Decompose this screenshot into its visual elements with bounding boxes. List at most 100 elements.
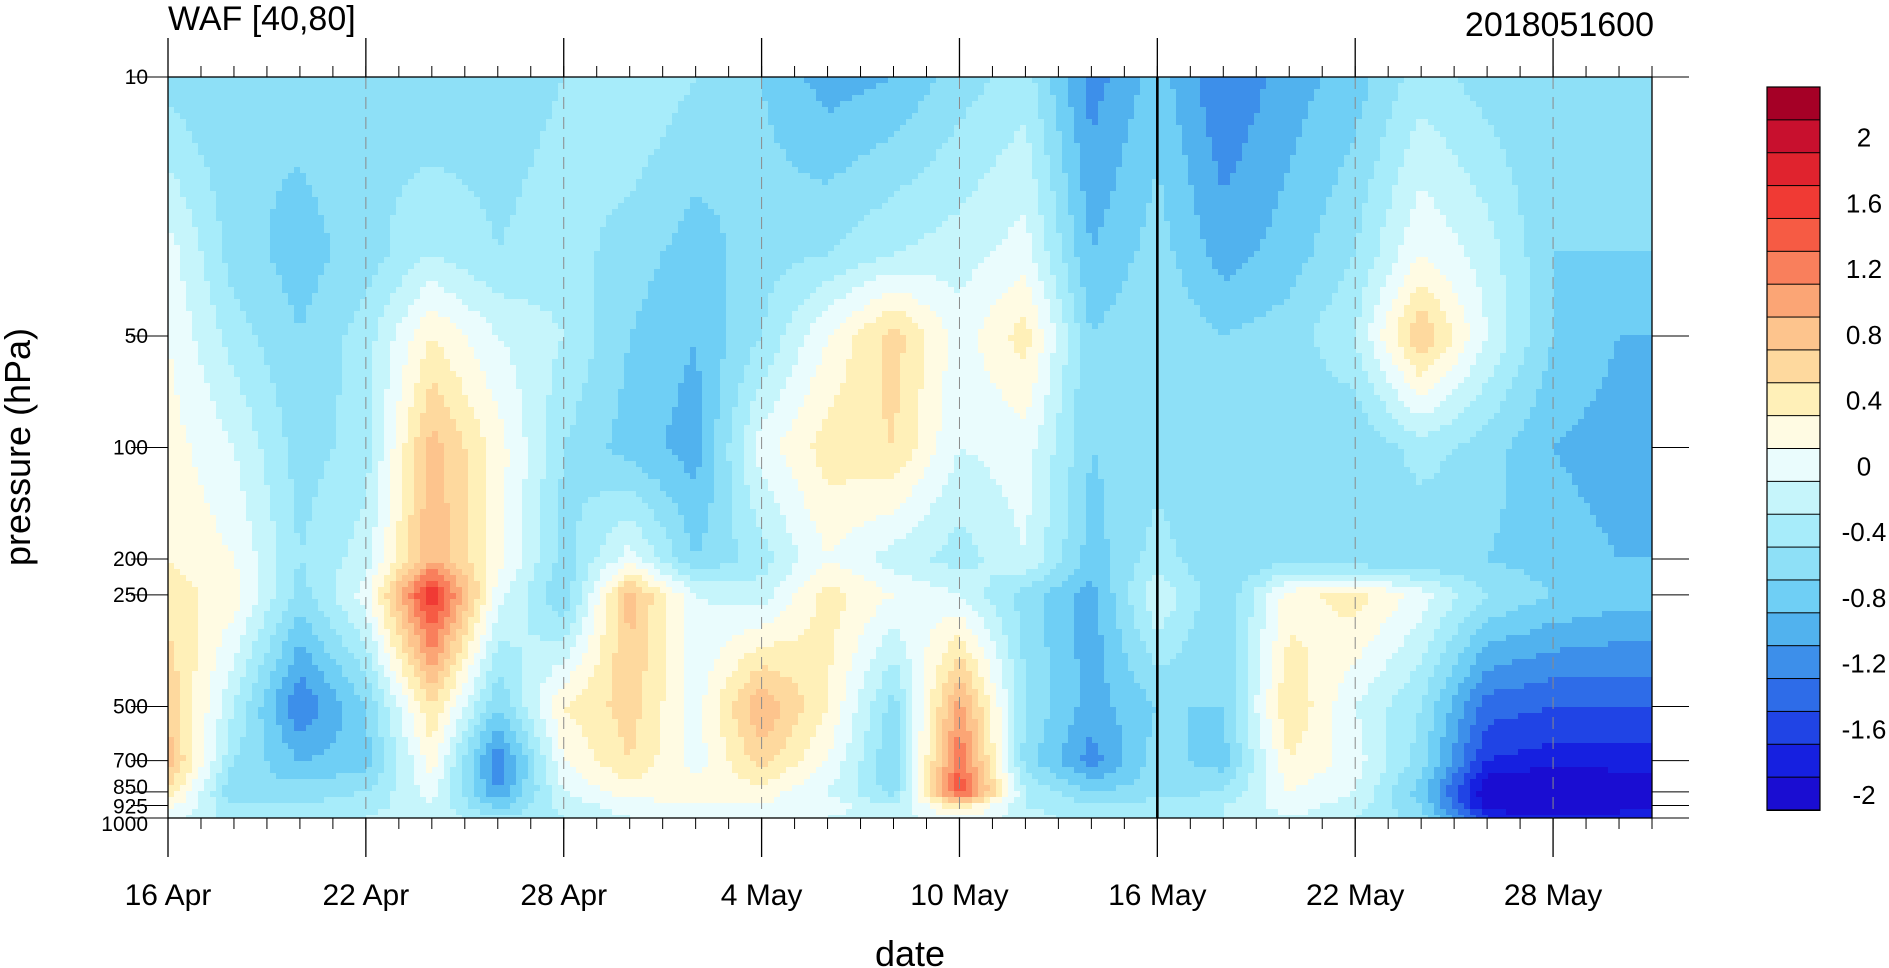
contour-cell: [1032, 149, 1039, 156]
contour-cell: [1272, 143, 1279, 150]
contour-cell: [168, 119, 175, 126]
contour-cell: [642, 173, 649, 180]
contour-cell: [252, 95, 259, 102]
contour-cell: [570, 113, 577, 120]
contour-cell: [1590, 191, 1597, 198]
contour-cell: [990, 143, 997, 150]
contour-cell: [1482, 125, 1489, 132]
contour-cell: [408, 83, 415, 90]
contour-cell: [966, 167, 973, 174]
contour-cell: [924, 149, 931, 156]
contour-cell: [810, 191, 817, 198]
contour-cell: [456, 143, 463, 150]
contour-cell: [1050, 179, 1057, 186]
contour-cell: [1548, 89, 1555, 96]
contour-cell: [984, 101, 991, 108]
contour-cell: [522, 119, 529, 126]
contour-cell: [912, 173, 919, 180]
contour-cell: [564, 125, 571, 132]
contour-cell: [462, 77, 469, 84]
contour-cell: [1578, 149, 1585, 156]
contour-cell: [282, 191, 289, 198]
contour-cell: [744, 119, 751, 126]
contour-cell: [378, 137, 385, 144]
contour-cell: [702, 191, 709, 198]
contour-cell: [1422, 167, 1429, 174]
contour-cell: [258, 83, 265, 90]
contour-cell: [180, 167, 187, 174]
contour-cell: [378, 161, 385, 168]
contour-cell: [396, 173, 403, 180]
contour-cell: [774, 107, 781, 114]
contour-cell: [1122, 113, 1129, 120]
contour-cell: [1632, 101, 1639, 108]
contour-cell: [1254, 185, 1261, 192]
contour-cell: [1398, 185, 1405, 192]
contour-cell: [516, 161, 523, 168]
contour-cell: [1494, 143, 1501, 150]
contour-cell: [210, 101, 217, 108]
contour-cell: [1266, 161, 1273, 168]
contour-cell: [186, 137, 193, 144]
contour-cell: [510, 155, 517, 162]
contour-cell: [606, 137, 613, 144]
contour-cell: [582, 77, 589, 84]
contour-cell: [1320, 77, 1327, 84]
contour-cell: [1182, 173, 1189, 180]
contour-cell: [966, 185, 973, 192]
contour-cell: [258, 197, 265, 204]
contour-cell: [1626, 83, 1633, 90]
contour-cell: [1362, 161, 1369, 168]
contour-cell: [360, 191, 367, 198]
contour-cell: [1242, 161, 1249, 168]
contour-cell: [798, 95, 805, 102]
contour-cell: [936, 77, 943, 84]
contour-cell: [198, 89, 205, 96]
contour-cell: [1110, 155, 1117, 162]
contour-cell: [1410, 179, 1417, 186]
contour-cell: [606, 173, 613, 180]
contour-cell: [204, 197, 211, 204]
contour-cell: [408, 95, 415, 102]
contour-cell: [1530, 155, 1537, 162]
contour-cell: [906, 95, 913, 102]
contour-cell: [1320, 173, 1327, 180]
contour-cell: [306, 113, 313, 120]
contour-cell: [696, 179, 703, 186]
contour-cell: [894, 101, 901, 108]
contour-cell: [516, 185, 523, 192]
contour-cell: [168, 113, 175, 120]
contour-cell: [1104, 179, 1111, 186]
contour-cell: [282, 95, 289, 102]
contour-cell: [726, 83, 733, 90]
contour-cell: [1014, 77, 1021, 84]
contour-cell: [1380, 149, 1387, 156]
contour-cell: [612, 167, 619, 174]
contour-cell: [822, 95, 829, 102]
contour-cell: [1506, 107, 1513, 114]
contour-cell: [936, 179, 943, 186]
contour-cell: [468, 107, 475, 114]
contour-cell: [174, 119, 181, 126]
contour-cell: [1062, 131, 1069, 138]
contour-cell: [1320, 167, 1327, 174]
contour-cell: [366, 125, 373, 132]
contour-cell: [1626, 95, 1633, 102]
contour-cell: [276, 89, 283, 96]
contour-cell: [1530, 131, 1537, 138]
contour-cell: [918, 125, 925, 132]
contour-cell: [1122, 107, 1129, 114]
contour-cell: [1584, 119, 1591, 126]
contour-cell: [246, 119, 253, 126]
contour-cell: [852, 95, 859, 102]
contour-cell: [660, 95, 667, 102]
contour-cell: [1098, 173, 1105, 180]
contour-cell: [240, 143, 247, 150]
contour-cell: [318, 125, 325, 132]
contour-cell: [510, 149, 517, 156]
contour-cell: [1524, 77, 1531, 84]
contour-cell: [402, 179, 409, 186]
contour-cell: [798, 143, 805, 150]
contour-cell: [792, 113, 799, 120]
contour-cell: [732, 137, 739, 144]
